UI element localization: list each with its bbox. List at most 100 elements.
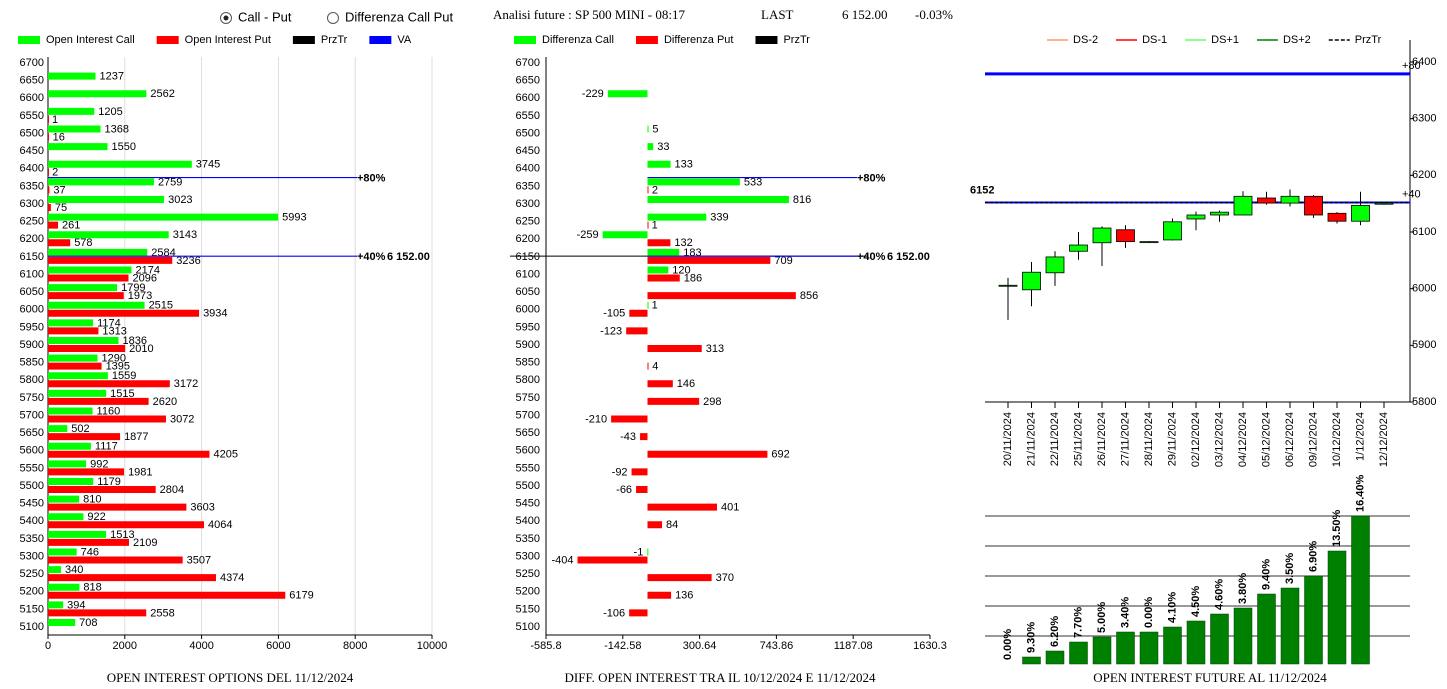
value-label: -92: [612, 466, 628, 478]
bar: [48, 513, 84, 521]
value-label: 2804: [160, 484, 184, 496]
bar-annotation: 3.50%: [1284, 553, 1296, 584]
bar: [640, 433, 648, 441]
bar: [48, 125, 101, 133]
value-label: 3072: [170, 413, 194, 425]
bar: [1139, 631, 1159, 665]
bar: [48, 133, 49, 141]
x-tick-label: 02/12/2024: [1190, 412, 1202, 467]
bar: [48, 415, 166, 423]
value-label: 3172: [174, 378, 198, 390]
y-tick-label: 6700: [20, 57, 44, 69]
y-tick-label: 5700: [516, 409, 540, 421]
y-tick-label: 5200: [516, 586, 540, 598]
value-label: 1513: [110, 529, 134, 541]
x-tick-label: 6000: [266, 640, 290, 652]
x-tick-label: 1187.08: [834, 640, 873, 652]
bar: [1233, 607, 1253, 665]
legend-label: DS+2: [1283, 34, 1311, 46]
x-tick-label: 0: [45, 640, 51, 652]
bar: [647, 256, 771, 264]
y-tick-label: 5150: [516, 603, 540, 615]
value-label: 1981: [128, 466, 152, 478]
value-label: 856: [800, 290, 818, 302]
ref-label: +80%: [357, 172, 386, 184]
value-label: 816: [793, 194, 811, 206]
ref-label: +40%: [357, 251, 386, 263]
bar: [647, 380, 673, 388]
bar: [1304, 575, 1323, 665]
x-tick-label: 06/12/2024: [1284, 412, 1296, 467]
bar: [48, 478, 94, 485]
bar: [647, 591, 672, 599]
y-tick-label: 6600: [516, 92, 540, 104]
legend-label: Open Interest Call: [46, 34, 135, 46]
x-tick-label: 300.64: [683, 640, 717, 652]
value-label: 1799: [121, 282, 145, 294]
x-tick-label: 20/11/2024: [1002, 412, 1014, 466]
x-tick-label: 27/11/2024: [1119, 412, 1131, 466]
candle-body: [1374, 202, 1394, 205]
legend-swatch: [156, 36, 179, 44]
bar: [48, 327, 99, 335]
candle-body: [1280, 195, 1300, 204]
bar-annotation: 4.60%: [1213, 579, 1225, 610]
x-tick-label: 05/12/2024: [1260, 412, 1272, 467]
y-tick-label: 6400: [1412, 56, 1436, 68]
bar: [647, 292, 796, 300]
x-tick-label: -142.58: [604, 640, 641, 652]
y-tick-label: 6200: [1412, 169, 1436, 181]
legend-label: Differenza Put: [664, 34, 734, 46]
bar: [48, 239, 71, 247]
radio-label[interactable]: Call - Put: [238, 9, 292, 24]
y-tick-label: 6000: [1412, 283, 1436, 295]
change: -0.03%: [915, 7, 953, 22]
y-tick-label: 6450: [516, 145, 540, 157]
value-label: 2558: [150, 607, 174, 619]
value-label: 2174: [135, 264, 159, 276]
value-label: 1395: [106, 361, 130, 373]
value-label: 3236: [176, 255, 200, 267]
radio[interactable]: [327, 12, 339, 24]
bar-annotation: 6.20%: [1049, 616, 1061, 647]
candle-body: [998, 284, 1018, 287]
bar: [631, 468, 648, 476]
bar: [647, 186, 649, 194]
y-tick-label: 5550: [20, 462, 44, 474]
legend-swatch: [514, 36, 536, 44]
y-tick-label: 6550: [20, 110, 44, 122]
bar: [647, 274, 680, 282]
x-tick-label: 4000: [189, 640, 213, 652]
bar: [48, 556, 183, 564]
candle-body: [1233, 195, 1253, 216]
value-label: 132: [674, 237, 692, 249]
bar: [647, 548, 649, 556]
value-label: 313: [706, 343, 724, 355]
bar: [48, 468, 125, 476]
y-tick-label: 5550: [516, 462, 540, 474]
y-tick-label: 5800: [1412, 396, 1436, 408]
y-tick-label: 5250: [516, 568, 540, 580]
legend-label: PrzTr: [321, 34, 348, 46]
y-tick-label: 5250: [20, 568, 44, 580]
bar: [647, 125, 649, 133]
bar: [1280, 587, 1300, 665]
y-tick-label: 5450: [516, 498, 540, 510]
ref-label: +80: [1402, 60, 1421, 72]
candle-body: [1327, 212, 1347, 222]
candle-body: [1186, 214, 1206, 220]
bar: [48, 115, 49, 123]
chart-title: DIFF. OPEN INTEREST TRA IL 10/12/2024 E …: [565, 670, 876, 685]
bar: [1327, 550, 1347, 665]
y-tick-label: 5750: [20, 392, 44, 404]
value-label: 1237: [100, 71, 124, 83]
bar: [48, 231, 169, 239]
bar: [1045, 650, 1065, 665]
value-label: 1: [52, 114, 58, 126]
value-label: 1205: [98, 106, 122, 118]
value-label: 84: [666, 519, 678, 531]
y-tick-label: 6650: [516, 75, 540, 87]
value-label: 992: [90, 458, 108, 470]
last-value: 6 152.00: [842, 7, 888, 22]
radio-label[interactable]: Differenza Call Put: [345, 9, 454, 24]
